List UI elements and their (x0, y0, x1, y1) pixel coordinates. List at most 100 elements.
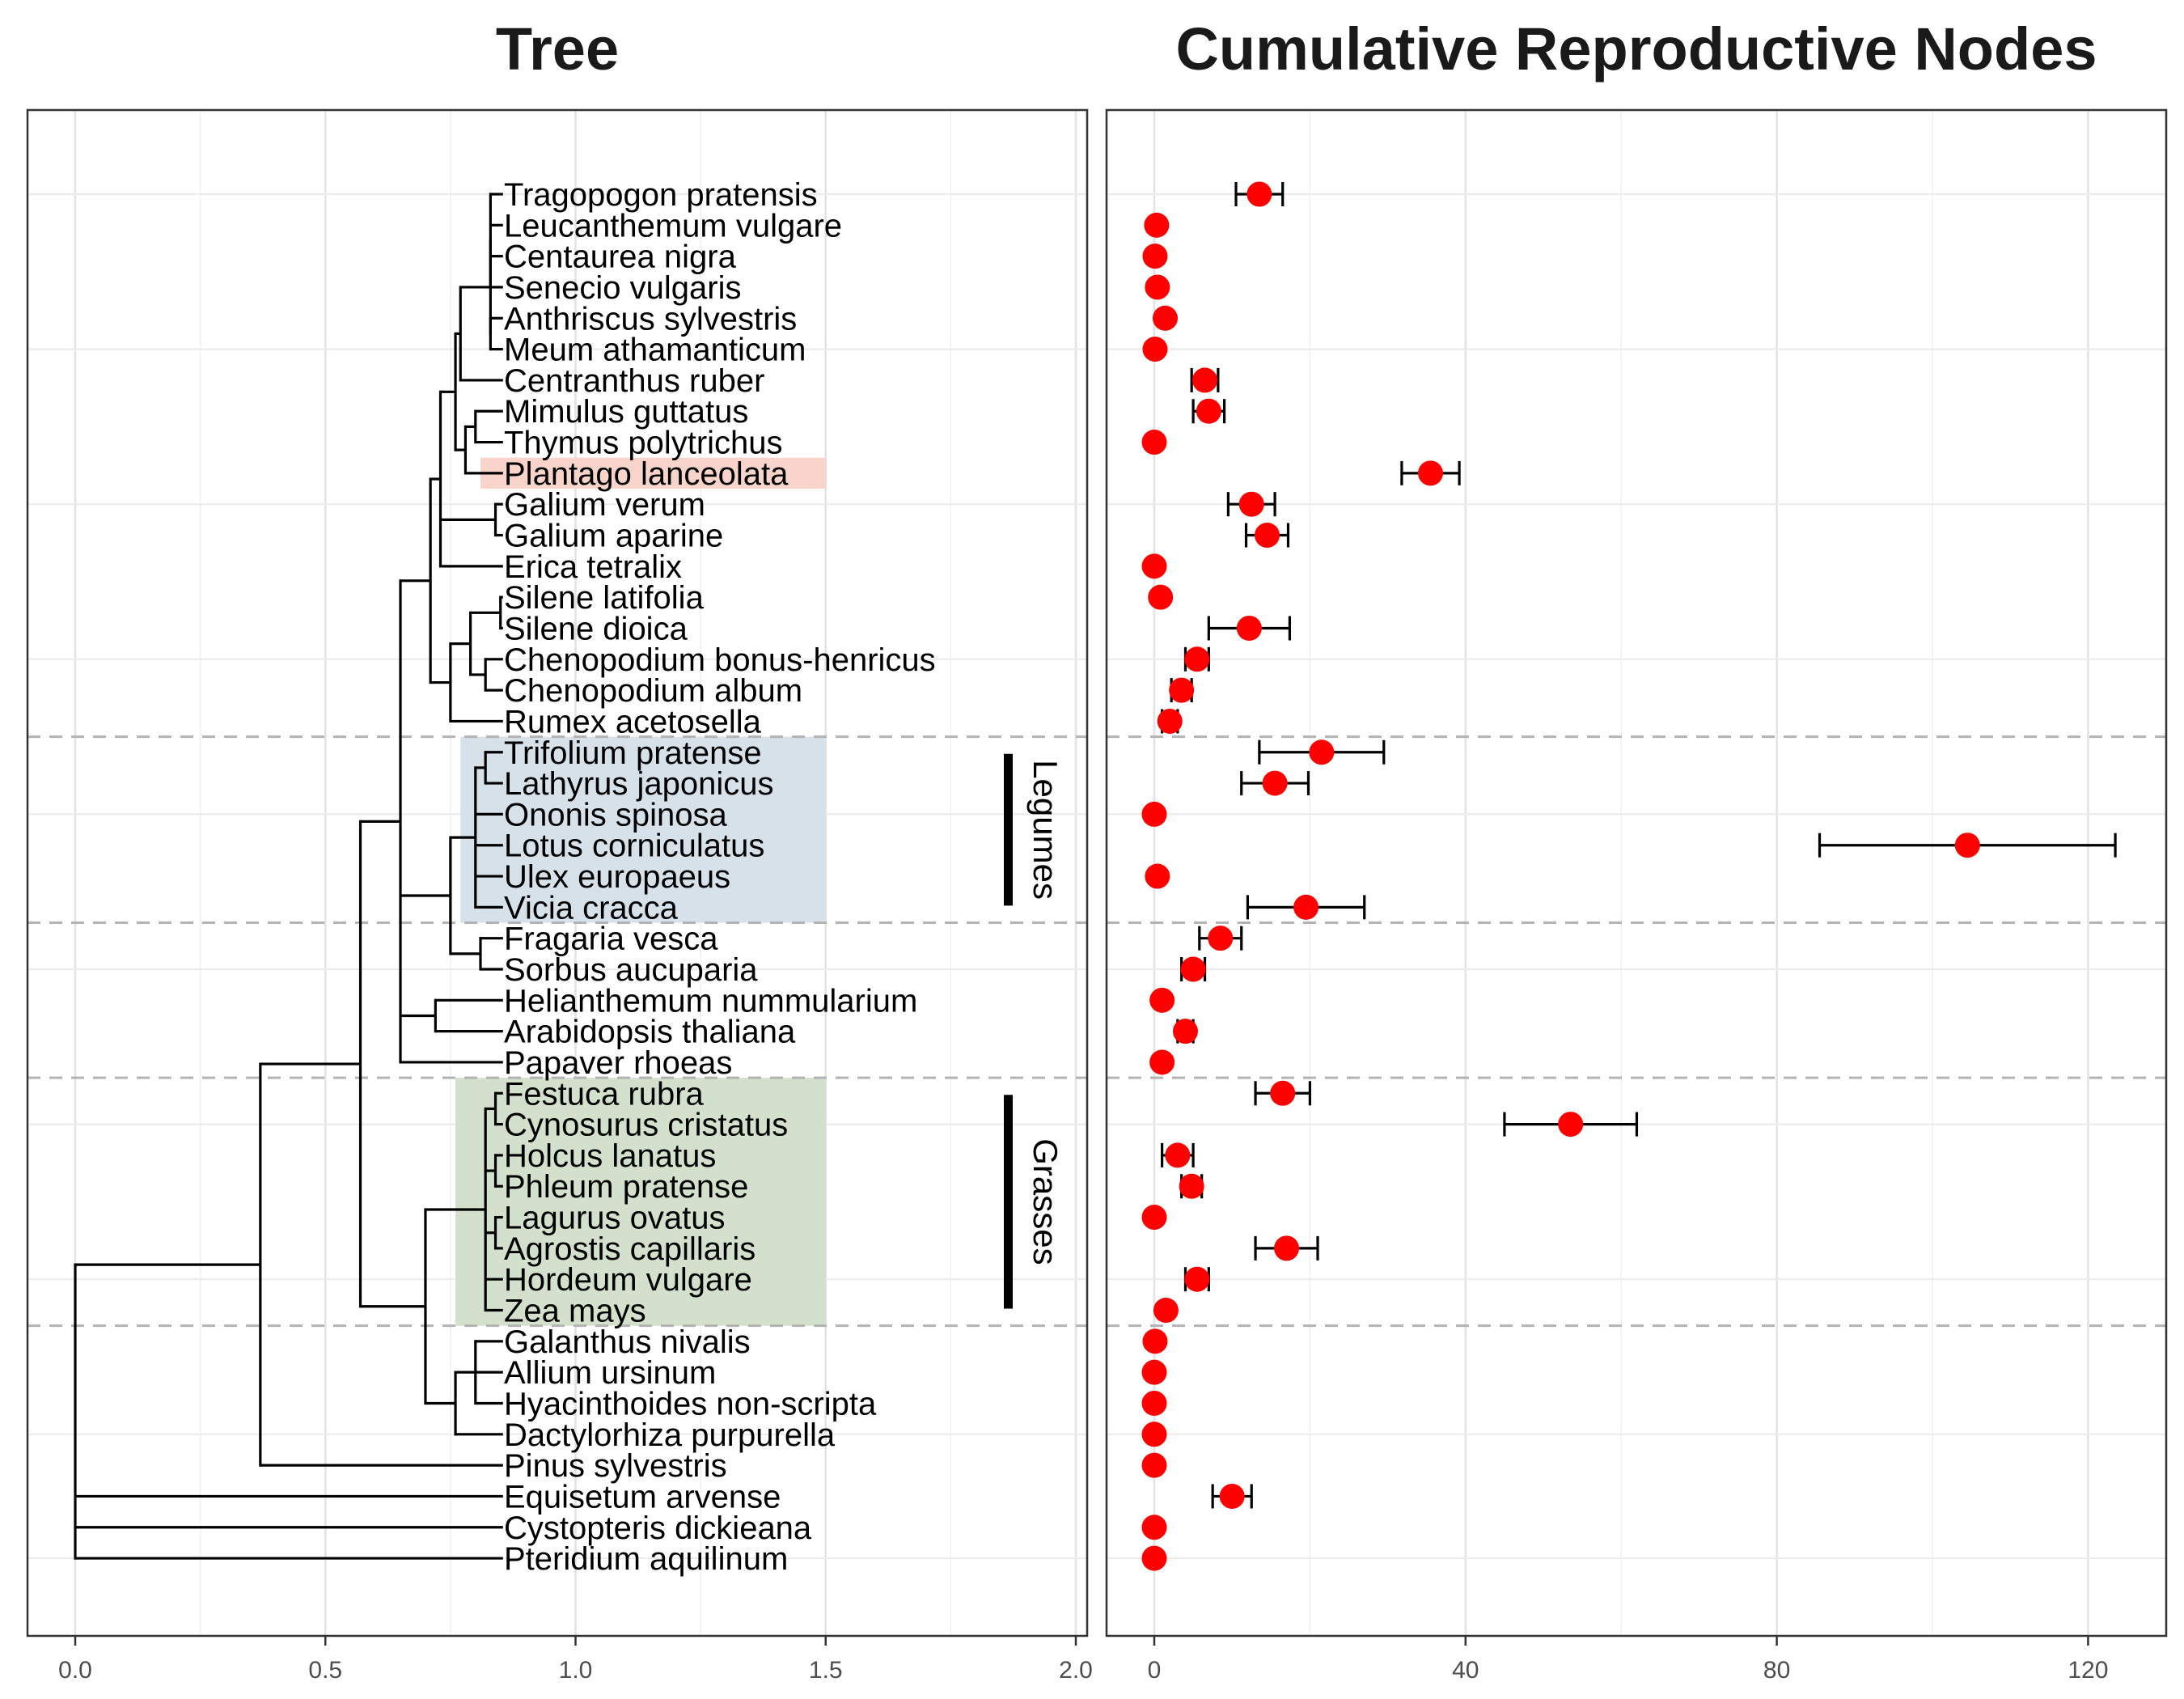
data-point (1141, 1390, 1167, 1416)
data-point (1141, 1205, 1167, 1231)
data-point (1142, 337, 1168, 362)
data-point (1179, 1173, 1204, 1199)
data-point (1145, 274, 1170, 300)
taxon-label: Papaver rhoeas (504, 1045, 732, 1081)
data-point (1418, 460, 1444, 486)
taxon-label: Chenopodium bonus-henricus (504, 642, 936, 678)
taxon-label: Equisetum arvense (504, 1479, 781, 1515)
taxon-label: Tragopogon pratensis (504, 177, 818, 213)
taxon-label: Chenopodium album (504, 673, 802, 709)
clade-highlight (480, 457, 826, 489)
taxon-label: Meum athamanticum (504, 333, 806, 368)
data-point (1293, 894, 1319, 920)
group-label: Legumes (1026, 760, 1064, 900)
clade-highlight (460, 736, 826, 923)
tree-x-tick-label: 2.0 (1059, 1657, 1093, 1684)
data-point (1157, 708, 1183, 734)
taxon-label: Arabidopsis thaliana (504, 1015, 796, 1050)
data-point (1184, 646, 1210, 672)
taxon-label: Allium ursinum (504, 1355, 716, 1391)
nodes-panel-background (1107, 110, 2166, 1636)
data-point (1954, 833, 1980, 858)
taxon-label: Galium verum (504, 487, 705, 523)
data-point (1262, 770, 1288, 796)
taxon-label: Hordeum vulgare (504, 1262, 752, 1298)
taxon-label: Sorbus aucuparia (504, 952, 758, 988)
taxon-label: Holcus lanatus (504, 1138, 716, 1174)
nodes-x-tick-label: 40 (1452, 1657, 1479, 1684)
group-bar (1004, 1095, 1013, 1309)
taxon-label: Fragaria vesca (504, 922, 718, 957)
data-point (1196, 398, 1221, 424)
taxon-label: Pinus sylvestris (504, 1448, 727, 1484)
nodes-panel: 0 40 80 120 (1105, 108, 2168, 1684)
data-point (1145, 863, 1170, 889)
tree-x-tick-label: 1.5 (809, 1657, 843, 1684)
nodes-panel-title: Cumulative Reproductive Nodes (1175, 15, 2097, 83)
taxon-label: Senecio vulgaris (504, 270, 742, 306)
data-point (1141, 801, 1167, 827)
taxon-label: Zea mays (504, 1294, 646, 1329)
data-point (1558, 1112, 1584, 1138)
nodes-x-tick-label: 80 (1763, 1657, 1790, 1684)
taxon-label: Cystopteris dickieana (504, 1510, 812, 1546)
taxon-label: Agrostis capillaris (504, 1231, 756, 1267)
taxon-label: Galium aparine (504, 519, 723, 554)
taxon-label: Dactylorhiza purpurella (504, 1417, 836, 1453)
data-point (1184, 1266, 1210, 1292)
clade-highlight (455, 1078, 826, 1326)
data-point (1141, 1359, 1167, 1385)
data-point (1141, 1452, 1167, 1478)
tree-panel-title: Tree (495, 15, 620, 83)
taxon-label: Pteridium aquilinum (504, 1541, 788, 1577)
taxon-label: Lathyrus japonicus (504, 766, 774, 802)
data-point (1141, 1515, 1167, 1540)
data-point (1219, 1483, 1245, 1509)
data-point (1141, 430, 1167, 455)
taxon-label: Ulex europaeus (504, 859, 730, 895)
data-point (1192, 367, 1218, 393)
data-point (1274, 1235, 1300, 1261)
nodes-panel-border (1105, 108, 2168, 1638)
taxon-label: Silene latifolia (504, 580, 705, 616)
taxon-label: Silene dioica (504, 611, 688, 646)
taxon-label: Mimulus guttatus (504, 394, 748, 430)
tree-x-tick-label: 1.0 (559, 1657, 593, 1684)
taxon-label: Centranthus ruber (504, 363, 764, 399)
taxon-label: Erica tetralix (504, 549, 682, 585)
data-point (1141, 1421, 1167, 1447)
data-point (1149, 1049, 1175, 1075)
data-point (1236, 615, 1262, 641)
tree-x-tick-label: 0.5 (308, 1657, 342, 1684)
taxon-label: Plantago lanceolata (504, 456, 789, 492)
data-point (1309, 739, 1335, 765)
taxon-label: Leucanthemum vulgare (504, 208, 842, 244)
taxon-label: Ononis spinosa (504, 797, 727, 833)
taxon-label: Hyacinthoides non-scripta (504, 1386, 877, 1421)
taxon-label: Phleum pratense (504, 1169, 748, 1205)
taxon-label: Anthriscus sylvestris (504, 301, 797, 337)
data-point (1153, 1298, 1179, 1324)
data-point (1141, 1545, 1167, 1571)
data-point (1152, 305, 1178, 331)
taxon-label: Centaurea nigra (504, 239, 737, 275)
data-point (1246, 181, 1272, 207)
taxon-label: Lotus corniculatus (504, 828, 764, 864)
taxon-label: Galanthus nivalis (504, 1324, 751, 1360)
group-bar (1004, 753, 1013, 906)
group-label: Grasses (1026, 1138, 1064, 1265)
data-point (1180, 956, 1206, 982)
data-point (1141, 553, 1167, 579)
data-point (1165, 1142, 1191, 1168)
taxon-label: Cynosurus cristatus (504, 1108, 788, 1143)
tree-x-tick-label: 0.0 (58, 1657, 92, 1684)
taxon-label: Festuca rubra (504, 1076, 705, 1112)
data-point (1142, 244, 1168, 269)
data-point (1149, 987, 1175, 1013)
nodes-x-tick-label: 0 (1148, 1657, 1162, 1684)
data-point (1144, 212, 1170, 238)
taxon-label: Helianthemum nummularium (504, 983, 917, 1019)
data-point (1270, 1080, 1296, 1106)
